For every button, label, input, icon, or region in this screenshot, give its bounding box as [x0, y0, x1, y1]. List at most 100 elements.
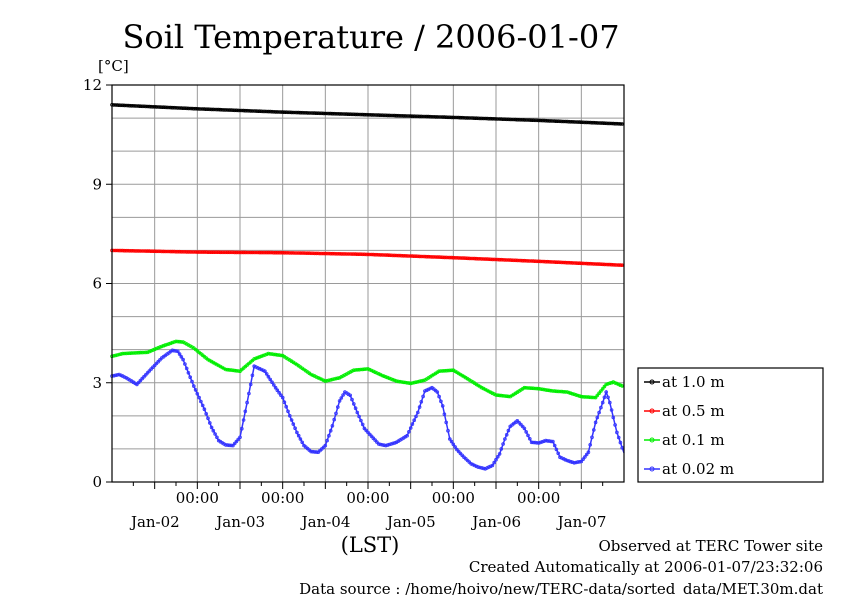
data-point	[330, 377, 335, 382]
data-point	[545, 388, 550, 393]
data-point	[131, 249, 136, 253]
data-point	[264, 109, 269, 114]
data-point	[325, 111, 329, 116]
data-point	[234, 108, 239, 113]
data-point	[147, 104, 152, 109]
data-point	[119, 248, 123, 253]
data-point	[552, 389, 557, 393]
data-point	[419, 114, 424, 119]
data-point	[565, 260, 569, 265]
data-point	[369, 252, 374, 257]
data-point	[407, 429, 411, 434]
data-point	[156, 249, 161, 254]
data-point	[136, 350, 141, 355]
data-point	[558, 119, 562, 124]
data-point	[353, 406, 358, 411]
data-point	[556, 119, 560, 123]
data-point	[414, 414, 418, 419]
data-point	[506, 117, 511, 122]
data-point	[206, 107, 210, 111]
data-point	[474, 256, 479, 261]
data-point	[135, 104, 139, 108]
data-point	[394, 253, 399, 258]
data-point	[494, 393, 498, 397]
data-point	[149, 249, 153, 254]
data-point	[547, 259, 552, 264]
data-point	[519, 422, 523, 427]
data-point	[213, 250, 217, 255]
data-point	[170, 348, 175, 353]
data-point	[128, 351, 132, 356]
data-point	[357, 414, 361, 419]
data-point	[170, 340, 175, 345]
data-point	[568, 391, 573, 396]
data-point	[120, 248, 125, 253]
data-point	[579, 394, 584, 399]
data-point	[551, 119, 555, 123]
data-point	[328, 251, 333, 256]
data-point	[232, 368, 237, 373]
data-point	[328, 378, 333, 382]
data-point	[463, 256, 468, 261]
data-point	[373, 370, 377, 375]
data-point	[307, 251, 312, 256]
data-point	[328, 111, 333, 116]
data-point	[289, 418, 294, 422]
data-point	[533, 259, 537, 264]
data-point	[455, 115, 459, 120]
data-point	[540, 259, 544, 264]
data-point	[567, 390, 571, 395]
data-point	[575, 460, 580, 464]
data-point	[575, 261, 580, 266]
data-point	[488, 116, 493, 121]
data-point	[163, 249, 168, 254]
data-point	[415, 114, 420, 119]
data-point	[543, 438, 548, 443]
data-point	[311, 251, 315, 256]
data-point	[607, 381, 612, 386]
data-point	[279, 110, 283, 114]
data-point	[152, 105, 157, 109]
data-point	[451, 442, 456, 447]
data-point	[366, 252, 370, 257]
data-point	[590, 395, 594, 400]
legend: at 1.0 m at 0.5 m at 0.1 m at 0.02 m	[637, 367, 824, 483]
y-tick-label: 3	[92, 374, 102, 392]
data-point	[344, 252, 349, 256]
data-point	[430, 115, 434, 119]
data-point	[517, 258, 521, 263]
data-point	[268, 377, 273, 382]
data-point	[284, 110, 289, 114]
legend-label: at 0.02 m	[662, 460, 734, 478]
y-tick-label: 0	[92, 473, 102, 491]
data-point	[367, 252, 372, 257]
data-point	[195, 250, 200, 254]
data-point	[147, 349, 152, 354]
x-tick-date-label: Jan-07	[556, 513, 607, 531]
data-point	[232, 108, 237, 113]
data-point	[440, 115, 445, 119]
data-point	[280, 110, 285, 114]
data-point	[447, 255, 452, 260]
data-point	[616, 122, 621, 126]
data-point	[316, 375, 321, 380]
data-point	[236, 108, 241, 113]
data-point	[389, 113, 393, 118]
data-point	[415, 379, 420, 384]
data-point	[312, 251, 317, 256]
data-point	[586, 395, 591, 399]
data-point	[536, 441, 541, 445]
data-point	[414, 254, 418, 259]
data-point	[367, 113, 372, 117]
data-point	[255, 250, 260, 255]
data-point	[385, 113, 390, 118]
data-point	[591, 428, 596, 432]
data-point	[375, 440, 379, 444]
data-point	[334, 112, 338, 116]
data-point	[312, 111, 317, 115]
data-point	[252, 250, 257, 255]
data-point	[174, 106, 178, 110]
data-point	[202, 107, 207, 111]
data-point	[350, 397, 354, 402]
data-point	[531, 259, 536, 263]
